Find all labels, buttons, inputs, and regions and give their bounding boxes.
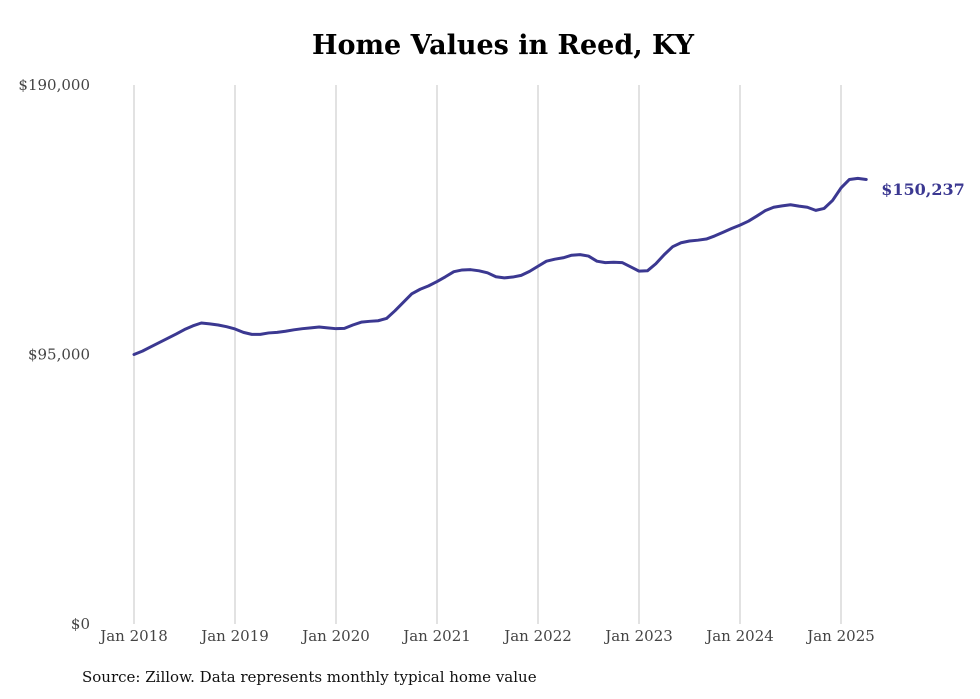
x-tick-label: Jan 2024 <box>704 627 774 645</box>
y-tick-label: $190,000 <box>18 76 90 94</box>
x-tick-label: Jan 2021 <box>401 627 471 645</box>
y-tick-label: $0 <box>71 615 90 633</box>
x-tick-label: Jan 2023 <box>603 627 673 645</box>
x-tick-label: Jan 2019 <box>199 627 269 645</box>
x-tick-label: Jan 2020 <box>300 627 370 645</box>
x-tick-label: Jan 2022 <box>502 627 572 645</box>
end-value-label: $150,237 <box>881 180 965 199</box>
chart-title: Home Values in Reed, KY <box>311 30 695 61</box>
source-note: Source: Zillow. Data represents monthly … <box>82 668 537 686</box>
gridlines <box>133 85 842 624</box>
series-layer: $150,237 <box>132 176 965 356</box>
x-axis-ticks: Jan 2018 Jan 2019 Jan 2020 Jan 2021 Jan 2022… <box>98 627 875 645</box>
y-tick-label: $95,000 <box>28 346 90 364</box>
x-tick-label: Jan 2025 <box>805 627 875 645</box>
y-axis-ticks: $0 $95,000 $190,000 <box>18 76 90 633</box>
series-line <box>132 176 868 356</box>
x-tick-label: Jan 2018 <box>98 627 168 645</box>
